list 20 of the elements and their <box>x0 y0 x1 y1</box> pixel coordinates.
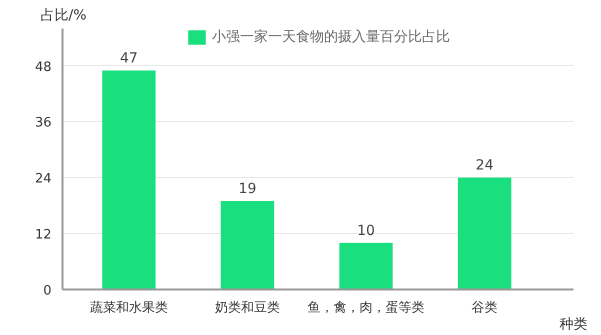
x-tick-label: 鱼，禽，肉，蛋等类 <box>308 300 425 316</box>
x-tick-label: 蔬菜和水果类 <box>90 300 168 316</box>
x-tick-label: 奶类和豆类 <box>214 300 280 316</box>
x-tick-label: 谷类 <box>472 300 498 316</box>
data-label: 47 <box>120 50 138 66</box>
y-tick-label: 48 <box>34 60 52 75</box>
y-tick-label: 36 <box>34 116 52 131</box>
y-tick-label: 24 <box>34 172 52 187</box>
x-axis-title: 种类 <box>560 316 588 332</box>
y-axis-title: 占比/% <box>40 8 87 24</box>
bar <box>102 70 156 290</box>
y-tick-label: 12 <box>34 228 52 243</box>
data-label: 10 <box>357 222 375 239</box>
data-label: 24 <box>476 158 494 174</box>
y-tick-label: 0 <box>43 284 52 298</box>
bar <box>458 178 512 290</box>
bar <box>220 200 274 290</box>
bar <box>339 242 393 290</box>
data-label: 19 <box>238 180 256 197</box>
legend-label: 小强一家一天食物的摄入量百分比占比 <box>212 28 450 46</box>
